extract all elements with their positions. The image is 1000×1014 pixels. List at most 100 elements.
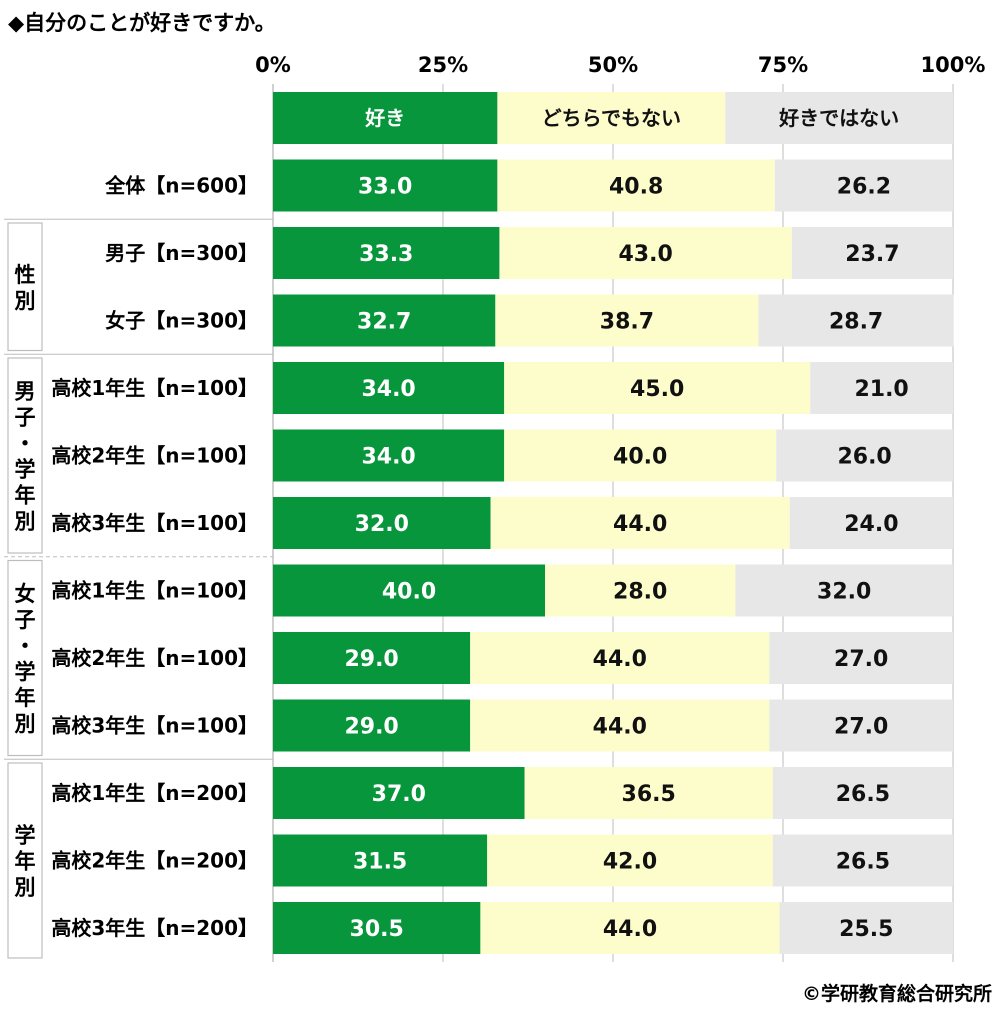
data-label: 28.7	[829, 310, 883, 335]
bar-segment	[769, 699, 953, 752]
bar-segment	[273, 767, 525, 819]
data-label: 26.2	[837, 175, 891, 200]
data-label: 26.5	[836, 782, 890, 807]
data-label: 44.0	[593, 715, 647, 740]
category-label: 女子【n=300】	[105, 309, 258, 333]
bar-segment	[480, 902, 780, 954]
category-label: 全体【n=600】	[104, 174, 258, 198]
legend-swatch	[497, 92, 726, 144]
group-label: 学年別	[15, 824, 36, 900]
category-label: 高校2年生【n=100】	[51, 646, 258, 670]
bar-segment	[273, 902, 481, 954]
bar-segment	[504, 362, 811, 414]
data-label: 26.0	[837, 445, 891, 470]
bar-segment	[497, 159, 775, 212]
data-label: 31.5	[353, 850, 407, 875]
category-label: 高校1年生【n=100】	[51, 376, 258, 400]
group-box	[7, 357, 43, 554]
data-label: 37.0	[372, 782, 426, 807]
data-label: 36.5	[622, 782, 676, 807]
x-tick-label: 25%	[418, 53, 468, 77]
data-label: 33.0	[358, 175, 412, 200]
bar-segment	[769, 632, 953, 684]
data-label: 25.5	[839, 917, 893, 942]
x-tick-label: 100%	[921, 53, 986, 77]
bar-segment	[504, 429, 777, 482]
data-label: 40.8	[609, 175, 663, 200]
legend: 好き どちらでもない 好きではない	[273, 92, 953, 144]
legend-swatch	[273, 92, 498, 144]
data-label: 24.0	[844, 512, 898, 537]
data-label: 38.7	[600, 310, 654, 335]
category-label: 高校3年生【n=100】	[51, 511, 258, 535]
data-label: 30.5	[350, 917, 404, 942]
bar-segment	[273, 632, 471, 684]
group-box	[7, 559, 43, 757]
data-label: 32.0	[355, 512, 409, 537]
bar-segment	[490, 497, 790, 549]
bar-segment	[273, 699, 471, 752]
data-label: 44.0	[613, 512, 667, 537]
category-label: 高校2年生【n=100】	[51, 444, 258, 468]
group-label: 性別	[15, 263, 36, 313]
category-label: 高校3年生【n=100】	[51, 714, 258, 738]
data-label: 29.0	[344, 715, 398, 740]
data-label: 42.0	[603, 850, 657, 875]
x-tick-label: 50%	[588, 53, 638, 77]
x-tick-label: 75%	[758, 53, 808, 77]
data-label: 32.7	[357, 310, 411, 335]
bar-segment	[545, 564, 736, 617]
bar-segment	[273, 362, 505, 414]
category-label: 高校1年生【n=100】	[51, 579, 258, 603]
category-label: 男子【n=300】	[105, 241, 258, 265]
bar-segment	[495, 294, 759, 347]
data-label: 40.0	[613, 445, 667, 470]
bar-segment	[810, 362, 953, 414]
group-box	[7, 762, 43, 959]
bar-segment	[779, 902, 953, 954]
bar-segment	[791, 227, 953, 279]
data-label: 27.0	[834, 647, 888, 672]
x-axis-ticks: 0% 25% 50% 75% 100%	[255, 53, 985, 77]
bar-segment	[758, 294, 954, 347]
row-labels: 全体【n=600】男子【n=300】女子【n=300】高校1年生【n=100】高…	[51, 174, 258, 941]
data-label: 26.5	[836, 850, 890, 875]
data-label: 28.0	[613, 580, 667, 605]
category-label: 高校1年生【n=200】	[51, 781, 258, 805]
data-label: 29.0	[344, 647, 398, 672]
legend-label: 好きではない	[778, 106, 899, 130]
bar-segment	[273, 159, 498, 212]
bars: 33.0 40.8 26.2 33.3 43.0 23.7 32.7 38.7 28.7 34.0…	[273, 159, 954, 954]
group-label: 女子・学年別	[15, 582, 36, 736]
data-label: 44.0	[603, 917, 657, 942]
category-label: 高校3年生【n=200】	[51, 916, 258, 940]
legend-swatch	[725, 92, 953, 144]
data-label: 34.0	[361, 377, 415, 402]
data-label: 21.0	[854, 377, 908, 402]
group-box	[7, 222, 43, 352]
bar-segment	[499, 227, 792, 279]
data-label: 34.0	[361, 445, 415, 470]
bar-segment	[273, 497, 491, 549]
bar-segment	[470, 632, 770, 684]
data-label: 27.0	[834, 715, 888, 740]
bar-segment	[772, 767, 953, 819]
bar-segment	[772, 834, 953, 887]
x-tick-label: 0%	[255, 53, 291, 77]
data-label: 43.0	[618, 242, 672, 267]
bar-segment	[273, 564, 545, 617]
legend-label: 好き	[364, 106, 405, 130]
bar-segment	[470, 699, 770, 752]
bar-segment	[273, 429, 505, 482]
data-label: 23.7	[845, 242, 899, 267]
bar-segment	[774, 159, 953, 212]
bar-segment	[487, 834, 773, 887]
group-label: 男子・学年別	[15, 380, 36, 534]
bar-segment	[735, 564, 953, 617]
chart-title: ◆自分のことが好きですか。	[8, 11, 276, 35]
bar-segment	[273, 834, 488, 887]
legend-label: どちらでもない	[542, 106, 681, 130]
data-label: 40.0	[382, 580, 436, 605]
bar-segment	[789, 497, 953, 549]
